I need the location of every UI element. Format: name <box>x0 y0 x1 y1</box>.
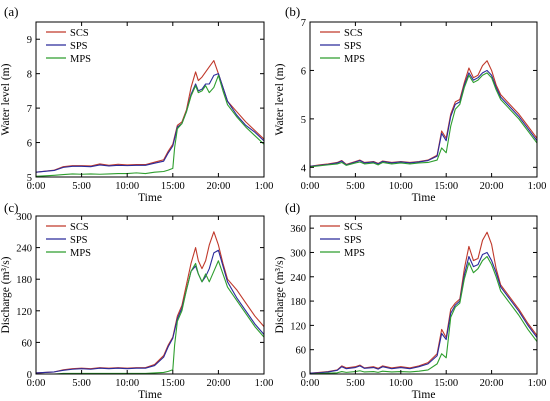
x-tick-label: 10:00 <box>115 378 139 389</box>
series-line-scs <box>36 60 264 173</box>
y-axis-label: Discharge (m³/s) <box>0 256 12 333</box>
y-tick-label: 0 <box>27 370 32 381</box>
x-tick-label: 20:00 <box>206 378 230 389</box>
y-tick-label: 0 <box>301 370 306 381</box>
y-tick-label: 7 <box>301 18 306 29</box>
x-tick-label: 0:00 <box>301 378 320 389</box>
x-tick-label: 15:00 <box>434 181 458 192</box>
x-tick-label: 15:00 <box>434 378 458 389</box>
plot-frame <box>35 215 265 375</box>
legend-label-sps: SPS <box>344 235 362 246</box>
x-tick-label: 15:00 <box>161 181 185 192</box>
y-tick-label: 360 <box>290 224 306 235</box>
series-line-mps <box>310 72 537 168</box>
series-line-sps <box>310 251 537 374</box>
y-tick-label: 60 <box>22 338 33 349</box>
y-tick-label: 300 <box>16 212 32 223</box>
y-tick-label: 5 <box>27 173 32 184</box>
x-tick-label: 20:00 <box>480 378 504 389</box>
x-tick-label: 5:00 <box>346 181 365 192</box>
plot-frame <box>309 21 538 178</box>
y-tick-label: 4 <box>301 163 307 174</box>
panel-label: (a) <box>4 4 18 19</box>
x-tick-label: 5:00 <box>346 378 365 389</box>
legend-label-mps: MPS <box>70 248 91 259</box>
series-line-sps <box>36 249 264 374</box>
chart-panel-1: (b) 0:00 5:00 10:00 15:00 20:00 1:00 4 5 6 7 Time Wa… <box>274 4 546 204</box>
legend-label-scs: SCS <box>344 222 363 233</box>
x-tick-label: 0:00 <box>301 181 320 192</box>
series-line-mps <box>36 74 264 177</box>
legend-label-sps: SPS <box>70 235 88 246</box>
x-tick-label: 5:00 <box>72 181 91 192</box>
chart-panel-3: (d) 0:00 5:00 10:00 15:00 20:00 1:00 0 60 120 180 2… <box>274 200 546 401</box>
panel-label: (c) <box>4 200 18 215</box>
x-tick-label: 10:00 <box>115 181 139 192</box>
y-tick-label: 120 <box>290 321 306 332</box>
x-tick-label: 20:00 <box>206 181 230 192</box>
x-tick-label: 10:00 <box>389 378 413 389</box>
series-line-scs <box>310 60 537 167</box>
series-line-sps <box>36 73 264 173</box>
y-tick-label: 9 <box>27 35 32 46</box>
legend-label-mps: MPS <box>344 54 365 65</box>
y-tick-label: 8 <box>27 70 32 81</box>
y-tick-label: 180 <box>290 297 306 308</box>
y-tick-label: 240 <box>290 273 306 284</box>
x-tick-label: 5:00 <box>72 378 91 389</box>
series-line-mps <box>310 255 537 374</box>
plot-frame <box>35 21 265 178</box>
legend-label-sps: SPS <box>344 41 362 52</box>
x-axis-label: Time <box>412 192 436 204</box>
panel-label: (b) <box>285 4 300 19</box>
plot-frame <box>309 215 538 375</box>
legend-label-scs: SCS <box>70 222 89 233</box>
x-tick-label: 0:00 <box>27 378 46 389</box>
x-tick-label: 15:00 <box>161 378 185 389</box>
x-tick-label: 10:00 <box>389 181 413 192</box>
x-axis-label: Time <box>138 192 162 204</box>
y-tick-label: 300 <box>290 248 306 259</box>
y-tick-label: 7 <box>27 104 32 115</box>
x-axis-label: Time <box>138 389 162 401</box>
y-axis-label: Water level (m) <box>274 63 286 135</box>
x-tick-label: 20:00 <box>480 181 504 192</box>
y-tick-label: 5 <box>301 115 306 126</box>
y-axis-label: Water level (m) <box>0 63 12 135</box>
y-tick-label: 240 <box>16 244 32 255</box>
y-tick-label: 120 <box>16 307 32 318</box>
legend-label-scs: SCS <box>344 28 363 39</box>
legend-label-sps: SPS <box>70 41 88 52</box>
legend-label-scs: SCS <box>70 28 89 39</box>
chart-panel-0: (a) 0:00 5:00 10:00 15:00 20:00 1:00 5 6 7 8 9 Time W… <box>0 4 273 204</box>
series-line-sps <box>310 69 537 167</box>
panel-label: (d) <box>285 200 300 215</box>
legend-label-mps: MPS <box>344 248 365 259</box>
y-tick-label: 6 <box>27 139 32 150</box>
legend-label-mps: MPS <box>70 54 91 65</box>
y-tick-label: 60 <box>296 346 307 357</box>
chart-panel-2: (c) 0:00 5:00 10:00 15:00 20:00 1:00 0 60 120 180 2… <box>0 200 273 401</box>
x-tick-label: 0:00 <box>27 181 46 192</box>
x-tick-label: 1:00 <box>255 181 274 192</box>
x-tick-label: 1:00 <box>255 378 274 389</box>
series-line-scs <box>310 231 537 374</box>
series-line-mps <box>36 260 264 374</box>
x-axis-label: Time <box>412 389 436 401</box>
y-tick-label: 6 <box>301 66 306 77</box>
y-axis-label: Discharge (m³/s) <box>274 256 286 333</box>
x-tick-label: 1:00 <box>528 181 547 192</box>
x-tick-label: 1:00 <box>528 378 547 389</box>
y-tick-label: 180 <box>16 275 32 286</box>
